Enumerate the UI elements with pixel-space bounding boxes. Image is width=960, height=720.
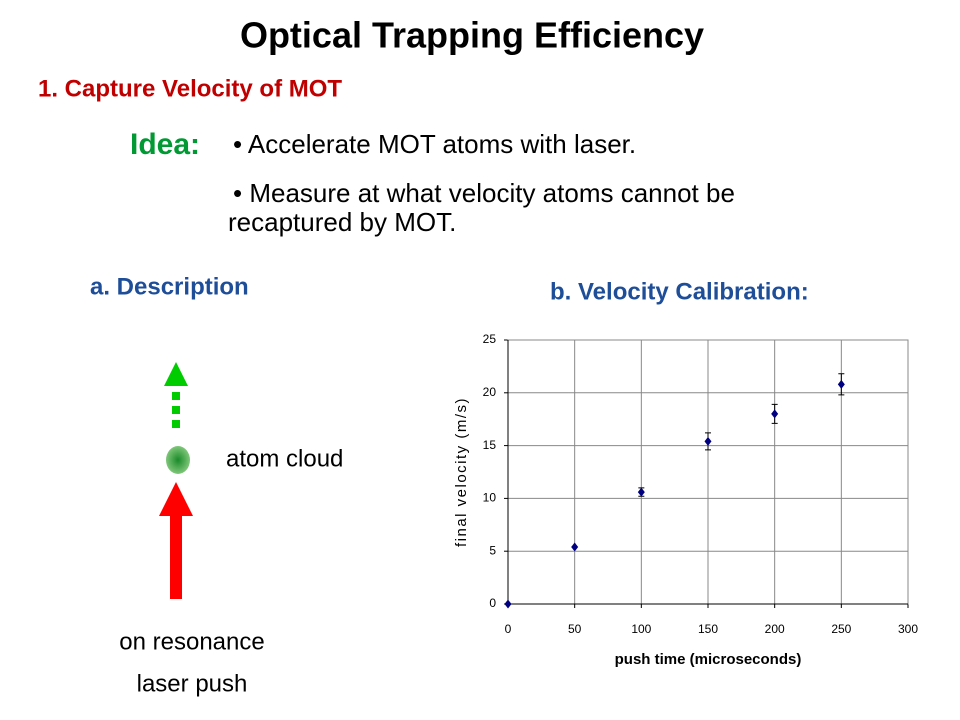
point <box>771 409 779 419</box>
red-arrow-head <box>159 482 193 516</box>
x-axis-label: push time (microseconds) <box>615 651 802 668</box>
point <box>571 542 579 552</box>
green-arrow-head <box>164 362 188 386</box>
point <box>837 379 845 389</box>
bullet: recaptured by MOT. <box>228 207 456 237</box>
cloud-label: atom cloud <box>226 445 343 472</box>
point <box>704 436 712 446</box>
y-tick-label: 10 <box>483 491 497 505</box>
x-tick-label: 100 <box>631 622 651 636</box>
bullet: • Accelerate MOT atoms with laser. <box>233 129 636 159</box>
title: Optical Trapping Efficiency <box>240 15 704 56</box>
point <box>637 487 645 497</box>
y-tick-label: 5 <box>489 543 496 557</box>
x-tick-label: 250 <box>831 622 851 636</box>
x-tick-label: 150 <box>698 622 718 636</box>
point <box>504 599 512 609</box>
x-tick-label: 300 <box>898 622 918 636</box>
x-tick-label: 200 <box>765 622 785 636</box>
bullet: • Measure at what velocity atoms cannot … <box>233 178 735 208</box>
y-tick-label: 15 <box>483 438 497 452</box>
y-axis-label: final velocity (m/s) <box>453 397 470 547</box>
section-heading: a. Description <box>90 273 249 300</box>
y-tick-label: 25 <box>483 332 497 346</box>
section-heading: b. Velocity Calibration: <box>550 278 809 305</box>
laser-label: laser push <box>137 670 248 697</box>
subtitle: 1. Capture Velocity of MOT <box>38 75 342 102</box>
atom-cloud <box>166 446 190 474</box>
y-tick-label: 20 <box>483 385 497 399</box>
y-tick-label: 0 <box>489 596 496 610</box>
red-arrow-shaft <box>170 515 182 599</box>
idea-label: Idea: <box>130 128 200 161</box>
x-tick-label: 50 <box>568 622 582 636</box>
laser-label: on resonance <box>119 628 264 655</box>
x-tick-label: 0 <box>505 622 512 636</box>
